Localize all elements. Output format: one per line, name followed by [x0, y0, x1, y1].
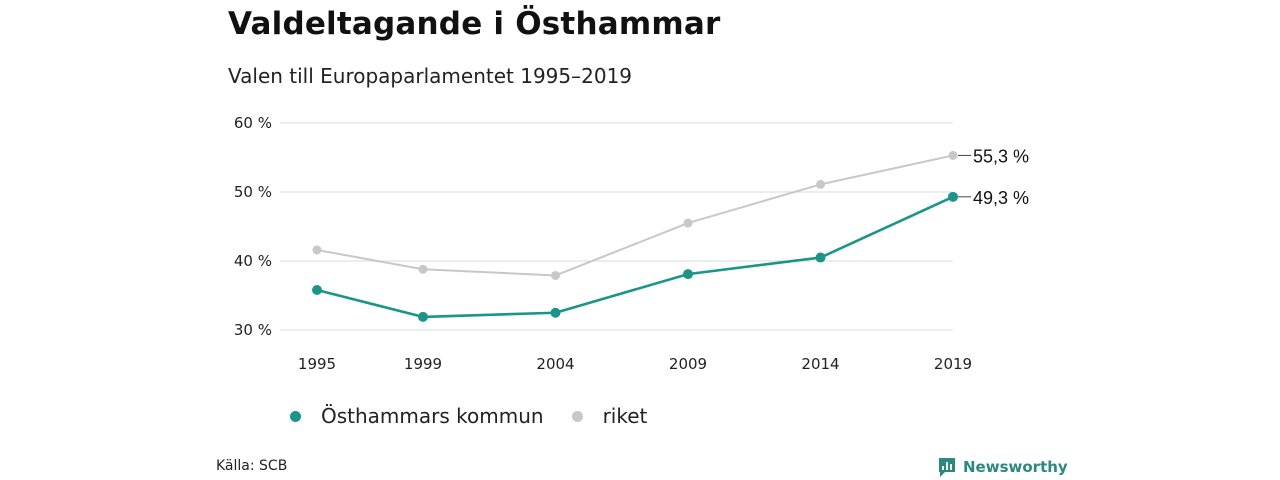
x-tick-label-2004: 2004: [536, 355, 574, 373]
legend-item-kommun: Östhammars kommun: [290, 404, 544, 428]
brand-logo: Newsworthy: [937, 456, 1068, 478]
data-point-riket-2009: [683, 218, 693, 228]
end-label-riket: 55,3 %: [973, 146, 1029, 166]
legend-dot-kommun: [290, 410, 301, 422]
y-tick-label-40: 40 %: [234, 252, 272, 270]
y-axis-ticks: 30 % 40 % 50 % 60 %: [234, 114, 272, 339]
y-tick-label-60: 60 %: [234, 114, 272, 132]
series-line-riket: [316, 154, 954, 277]
legend-label-kommun: Östhammars kommun: [321, 404, 544, 428]
x-tick-label-2019: 2019: [934, 355, 972, 373]
data-point-riket-2004: [551, 270, 560, 280]
data-point-kommun-2014: [815, 252, 826, 263]
series-line-kommun: [316, 195, 954, 319]
data-point-kommun-2009: [683, 269, 693, 280]
data-point-kommun-1995: [312, 284, 322, 295]
x-tick-label-2014: 2014: [801, 355, 839, 373]
legend: Östhammars kommun riket: [290, 404, 675, 428]
data-point-riket-2019: [948, 150, 958, 160]
data-point-riket-1995: [312, 245, 322, 255]
legend-label-riket: riket: [602, 404, 648, 428]
chart-title: Valdeltagande i Östhammar: [228, 6, 721, 42]
x-axis-ticks: 1995 1999 2004 2009 2014 2019: [298, 355, 972, 373]
chart-subtitle: Valen till Europaparlamentet 1995–2019: [228, 64, 633, 88]
source-note: Källa: SCB: [216, 458, 288, 474]
data-point-riket-1999: [418, 264, 428, 274]
legend-item-riket: riket: [571, 404, 648, 428]
data-point-riket-2014: [816, 179, 825, 189]
end-label-kommun: 49,3 %: [973, 188, 1029, 208]
series-lines: [312, 150, 958, 322]
y-tick-label-50: 50 %: [234, 183, 272, 201]
end-labels: 55,3 % 49,3 %: [958, 146, 1029, 208]
brand-name: Newsworthy: [963, 458, 1068, 476]
data-point-kommun-1999: [418, 311, 428, 322]
grid-lines: [280, 122, 953, 331]
y-tick-label-30: 30 %: [234, 321, 272, 339]
x-tick-label-1995: 1995: [298, 355, 336, 373]
legend-dot-riket: [571, 410, 583, 422]
newsworthy-logo-icon: [939, 458, 955, 477]
x-tick-label-2009: 2009: [669, 355, 707, 373]
x-tick-label-1999: 1999: [404, 355, 442, 373]
data-point-kommun-2019: [948, 191, 958, 202]
data-point-kommun-2004: [550, 307, 561, 318]
